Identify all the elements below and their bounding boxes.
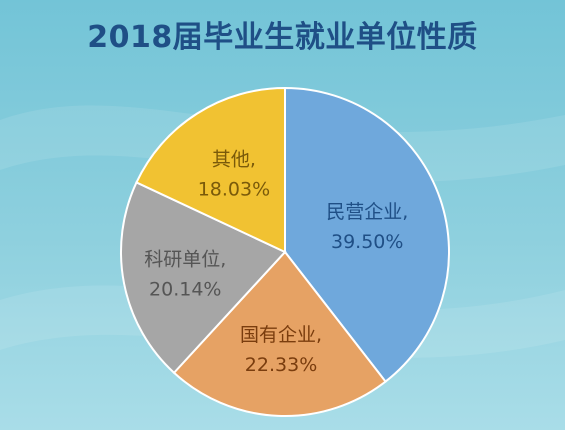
pie-slice-qita xyxy=(135,86,286,254)
pie-slice-guoyou xyxy=(172,250,387,417)
slice-label-guoyou: 国有企业, xyxy=(240,324,322,346)
slice-label-keyan: 科研单位, xyxy=(144,249,226,271)
slice-value-minying: 39.50% xyxy=(331,231,403,253)
slice-value-guoyou: 22.33% xyxy=(245,354,317,376)
slice-label-minying: 民营企业, xyxy=(326,201,408,223)
pie-slice-minying xyxy=(284,86,450,383)
pie-slice-keyan xyxy=(120,181,287,375)
slice-value-keyan: 20.14% xyxy=(149,279,221,301)
slice-label-qita: 其他, xyxy=(212,149,256,171)
chart-title: 2018届毕业生就业单位性质 xyxy=(87,20,478,55)
slice-value-qita: 18.03% xyxy=(198,179,270,201)
